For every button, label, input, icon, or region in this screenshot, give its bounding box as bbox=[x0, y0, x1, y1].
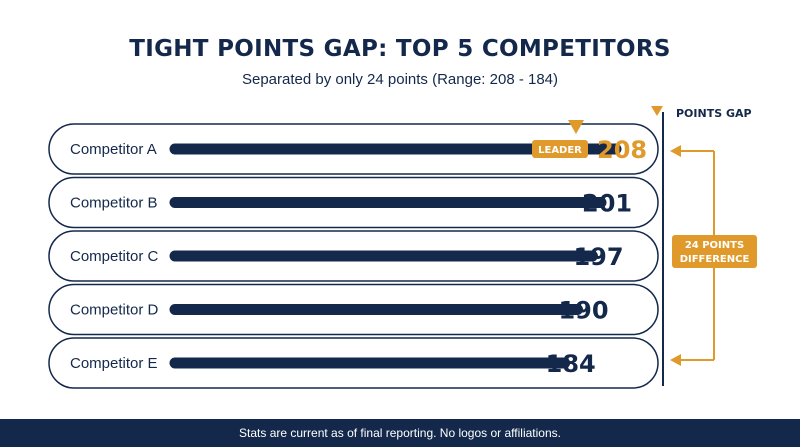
gap-arrow-top-icon bbox=[670, 145, 681, 157]
gap-label-line1: 24 POINTS bbox=[685, 240, 744, 251]
value-label: 197 bbox=[573, 243, 623, 271]
gap-arrow-bottom-icon bbox=[670, 354, 681, 366]
bar-chart: Competitor A LEADER 208 Competitor B 201 Comp… bbox=[48, 106, 757, 389]
category-label: Competitor E bbox=[70, 355, 158, 372]
gap-marker-icon bbox=[651, 106, 663, 116]
leader-marker-icon bbox=[568, 120, 584, 134]
chart-rows: Competitor A LEADER 208 Competitor B 201 Comp… bbox=[48, 120, 659, 389]
points-gap-title: POINTS GAP bbox=[676, 107, 752, 120]
category-label: Competitor A bbox=[70, 141, 157, 158]
category-label: Competitor C bbox=[70, 248, 159, 265]
footer-note: Stats are current as of final reporting.… bbox=[0, 419, 800, 447]
leader-badge: LEADER bbox=[538, 145, 582, 156]
leader-badge-box bbox=[532, 140, 588, 158]
gap-label-line2: DIFFERENCE bbox=[680, 254, 750, 265]
chart-title: TIGHT POINTS GAP: TOP 5 COMPETITORS bbox=[129, 36, 671, 62]
category-label: Competitor B bbox=[70, 195, 158, 212]
value-label: 184 bbox=[546, 350, 596, 378]
value-label: 201 bbox=[582, 190, 632, 218]
value-label: 208 bbox=[597, 136, 647, 164]
category-label: Competitor D bbox=[70, 302, 159, 319]
value-label: 190 bbox=[558, 297, 608, 325]
gap-label-box bbox=[672, 235, 757, 268]
chart-subtitle: Separated by only 24 points (Range: 208 … bbox=[241, 71, 559, 88]
points-gap-panel: POINTS GAP 24 POINTS DIFFERENCE bbox=[651, 106, 757, 386]
